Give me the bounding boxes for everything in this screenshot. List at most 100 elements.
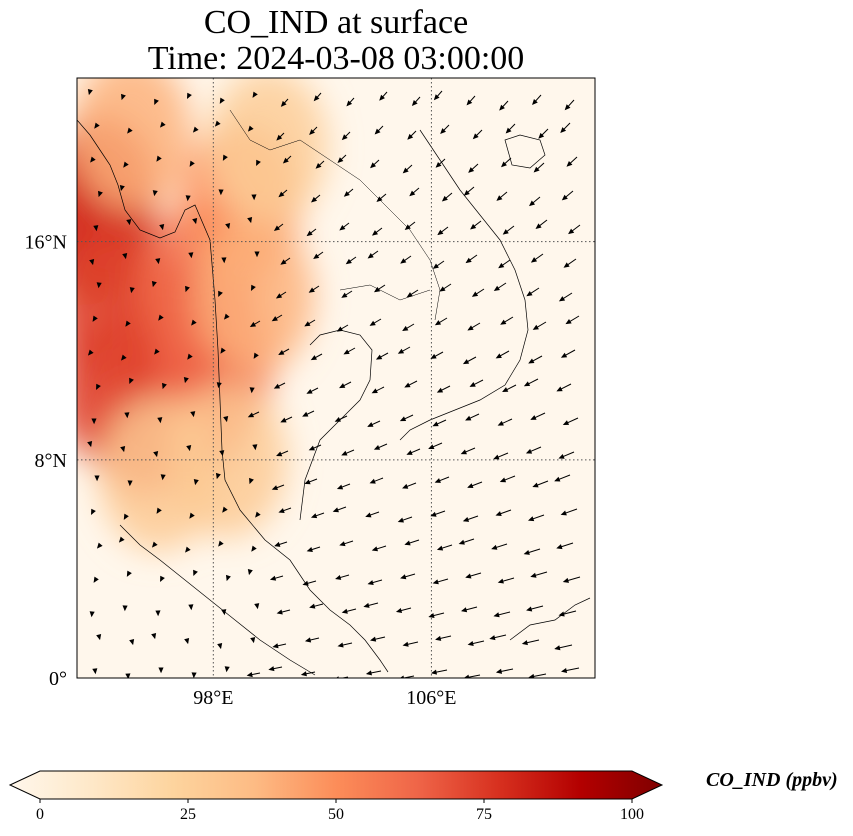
wind-arrow-head [126,570,132,577]
wind-arrow-head [528,358,535,364]
wind-arrow-head [276,134,283,141]
wind-arrow-head [125,673,131,678]
wind-arrow-head [430,353,437,359]
wind-arrow-head [489,635,496,641]
wind-arrow-head [374,286,381,293]
wind-arrow-head [256,159,261,166]
wind-arrow-head [218,540,224,547]
wind-arrow-head [402,167,409,174]
wind-arrow-head [343,349,350,355]
wind-arrow-head [432,579,439,585]
wind-arrow-head [402,325,409,332]
wind-arrow-head [365,512,372,518]
wind-arrow-head [278,349,285,355]
wind-arrow-head [561,194,568,201]
map-area [76,77,596,679]
wind-arrow-head [268,666,275,672]
wind-arrow-head [189,160,195,167]
wind-arrow-head [554,476,561,482]
wind-arrow-head [369,478,376,484]
plume-blob-14 [166,381,287,538]
wind-arrow-head [185,285,190,293]
wind-arrow-head [562,420,570,425]
wind-arrow-head [365,670,372,676]
colorbar-tick-label: 25 [180,806,196,823]
wind-arrow-head [538,132,545,139]
wind-arrow-head [532,324,539,330]
wind-arrow-head [271,485,278,491]
wind-arrow-head [336,484,344,490]
wind-arrow-head [254,251,260,258]
coastline-borneo [509,597,591,641]
wind-arrow-head [252,444,258,451]
wind-arrow-head [249,477,254,485]
wind-arrow-head [558,453,565,459]
wind-arrow-head [402,483,409,489]
wind-arrow-head [374,128,381,135]
wind-arrow-head [222,154,228,161]
wind-arrow-head [441,195,448,202]
wind-arrow-head [346,100,353,107]
wind-arrow-head [271,316,278,322]
wind-arrow-head [278,191,285,198]
wind-arrow-head [215,472,221,480]
colorbar-tick-label: 75 [476,806,492,823]
wind-arrow-head [499,104,505,111]
lat-tick-label: 16°N [25,232,67,254]
wind-arrow-head [186,445,192,452]
wind-arrow-head [273,383,281,389]
wind-arrow-head [495,668,503,674]
wind-arrow-head [218,290,223,298]
wind-arrow-head [469,381,476,387]
wind-arrow-head [96,633,102,641]
wind-arrow-head [183,376,189,384]
wind-arrow-head [160,121,166,128]
wind-arrow-head [94,122,100,129]
wind-arrow-head [493,612,500,618]
wind-arrow-head [304,321,311,327]
wind-arrow-head [472,133,479,140]
wind-arrow-head [564,104,571,111]
wind-arrow-head [219,450,225,457]
wind-arrow-head [308,287,315,293]
wind-arrow-head [156,507,162,514]
wind-arrow-head [91,418,97,425]
wind-arrow-head [269,575,277,581]
wind-arrow-head [430,511,437,517]
colorbar [8,770,664,803]
wind-arrow-head [225,574,231,582]
wind-arrow-head [434,320,442,326]
wind-arrow-head [523,549,530,555]
wind-arrow-head [191,672,197,678]
wind-arrow-head [440,128,446,135]
wind-arrow-head [407,133,414,140]
wind-arrow-head [87,349,94,356]
wind-arrow-head [343,191,350,197]
wind-arrow-head [151,280,157,288]
wind-arrow-head [221,609,227,616]
wind-arrow-head [497,420,504,426]
wind-arrow-head [275,293,283,299]
coastline-gulf-thailand [299,329,373,521]
wind-arrow-head [397,517,404,523]
wind-arrow-head [158,667,164,674]
wind-arrow-head [502,229,509,235]
wind-arrow-head [458,539,465,545]
wind-arrow-head [345,258,352,265]
wind-arrow-head [435,635,442,641]
wind-arrow-head [433,94,440,101]
wind-arrow-head [406,292,413,298]
wind-arrow-head [313,253,320,260]
wind-arrow-head [404,224,411,230]
wind-arrow-head [470,223,477,230]
wind-arrow-head [505,127,512,134]
wind-arrow-head [247,216,253,224]
wind-arrow-head [225,222,231,230]
wind-arrow-shaft [340,676,349,678]
wind-arrow-head [404,382,411,388]
wind-arrow-head [375,354,383,360]
wind-arrow-head [560,510,567,516]
wind-arrow-head [121,93,126,101]
coastline-mainland-west [77,119,389,673]
